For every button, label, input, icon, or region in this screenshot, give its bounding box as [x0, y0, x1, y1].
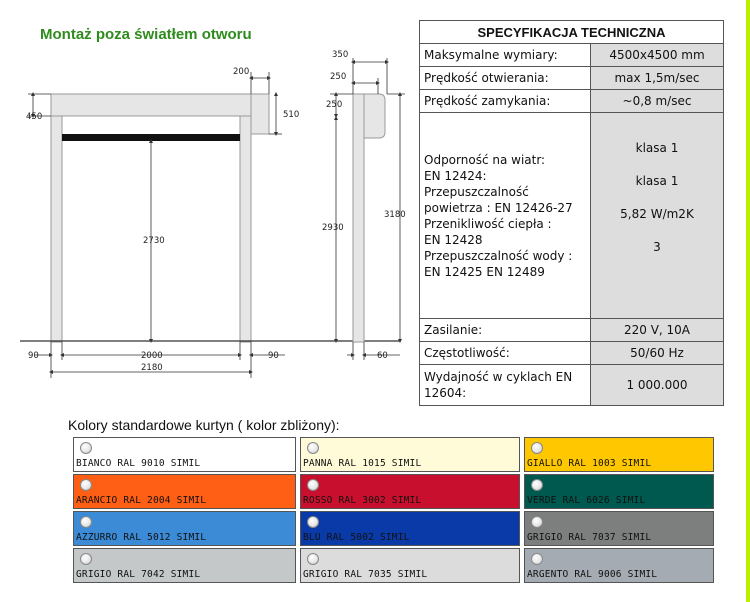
spec-label-frequency: Częstotliwość: [419, 341, 591, 365]
spec-label-closing-speed: Prędkość zamykania: [419, 89, 591, 113]
side-view [352, 93, 386, 343]
spec-label-standards: Odporność na wiatr: EN 12424: Przepuszcz… [419, 112, 591, 319]
dim-2000: 2000 [141, 351, 163, 361]
technical-drawing: 200 450 510 2730 90 2000 90 2180 350 250… [20, 50, 406, 378]
spec-header: SPECYFIKACJA TECHNICZNA [419, 20, 724, 44]
dim-510: 510 [283, 110, 299, 120]
spec-air-class: klasa 1 [635, 174, 679, 188]
front-view [50, 93, 270, 343]
color-name: BIANCO RAL 9010 SIMIL [76, 458, 201, 469]
spec-value-max-dimensions: 4500x4500 mm [590, 43, 724, 67]
color-name: PANNA RAL 1015 SIMIL [303, 458, 422, 469]
spec-table: SPECYFIKACJA TECHNICZNA Maksymalne wymia… [419, 20, 724, 406]
radio-button-icon[interactable] [80, 442, 92, 454]
color-name: GRIGIO RAL 7042 SIMIL [76, 569, 201, 580]
spec-std-line: EN 12428 [424, 232, 483, 247]
spec-label-max-dimensions: Maksymalne wymiary: [419, 43, 591, 67]
spec-value-opening-speed: max 1,5m/sec [590, 66, 724, 90]
color-swatch[interactable]: BLU RAL 5002 SIMIL [300, 511, 520, 546]
dim-350: 350 [332, 50, 348, 60]
color-name: AZZURRO RAL 5012 SIMIL [76, 532, 207, 543]
radio-button-icon[interactable] [80, 479, 92, 491]
color-swatch[interactable]: VERDE RAL 6026 SIMIL [524, 474, 714, 509]
color-swatch[interactable]: GIALLO RAL 1003 SIMIL [524, 437, 714, 472]
spec-value-closing-speed: ~0,8 m/sec [590, 89, 724, 113]
dim-2730: 2730 [143, 236, 165, 246]
spec-std-line: Odporność na wiatr: [424, 152, 546, 167]
dim-200: 200 [233, 67, 249, 77]
front-left-post [50, 115, 63, 343]
radio-button-icon[interactable] [531, 516, 543, 528]
spec-value-cycles: 1 000.000 [590, 364, 724, 406]
dim-2930: 2930 [322, 223, 344, 233]
color-name: GRIGIO RAL 7035 SIMIL [303, 569, 428, 580]
color-name: ARANCIO RAL 2004 SIMIL [76, 495, 207, 506]
color-swatch[interactable]: PANNA RAL 1015 SIMIL [300, 437, 520, 472]
radio-button-icon[interactable] [531, 553, 543, 565]
spec-std-line: powietrza : EN 12426-27 [424, 200, 573, 215]
spec-thermal-value: 5,82 W/m2K [620, 207, 694, 221]
color-name: BLU RAL 5002 SIMIL [303, 532, 410, 543]
spec-water-class: 3 [653, 240, 661, 254]
dim-90-right: 90 [268, 351, 279, 361]
color-swatch[interactable]: GRIGIO RAL 7042 SIMIL [73, 548, 296, 583]
color-swatch[interactable]: GRIGIO RAL 7037 SIMIL [524, 511, 714, 546]
spec-wind-class: klasa 1 [635, 141, 679, 155]
page-title: Montaż poza światłem otworu [40, 26, 252, 43]
spec-std-line: Przepuszczalność [424, 184, 529, 199]
spec-std-line: Przepuszczalność wody : [424, 248, 573, 263]
spec-label-cycles: Wydajność w cyklach EN 12604: [419, 364, 591, 406]
spec-value-standards: klasa 1 klasa 1 5,82 W/m2K 3 [590, 112, 724, 319]
radio-button-icon[interactable] [531, 479, 543, 491]
dim-90-left: 90 [28, 351, 39, 361]
dim-3180: 3180 [384, 210, 406, 220]
spec-std-line: Przenikliwość ciepła : [424, 216, 552, 231]
color-swatch[interactable]: GRIGIO RAL 7035 SIMIL [300, 548, 520, 583]
spec-value-power: 220 V, 10A [590, 318, 724, 342]
dim-450: 450 [26, 112, 42, 122]
color-swatch[interactable]: ARANCIO RAL 2004 SIMIL [73, 474, 296, 509]
color-name: ARGENTO RAL 9006 SIMIL [527, 569, 658, 580]
colors-title: Kolory standardowe kurtyn ( kolor zbliżo… [68, 417, 340, 433]
color-swatch-grid: BIANCO RAL 9010 SIMIL PANNA RAL 1015 SIMI… [73, 437, 714, 583]
front-right-post [239, 115, 252, 343]
color-name: VERDE RAL 6026 SIMIL [527, 495, 646, 506]
color-swatch[interactable]: ARGENTO RAL 9006 SIMIL [524, 548, 714, 583]
spec-std-line: EN 12424: [424, 168, 487, 183]
spec-label-opening-speed: Prędkość otwierania: [419, 66, 591, 90]
radio-button-icon[interactable] [80, 516, 92, 528]
radio-button-icon[interactable] [307, 553, 319, 565]
radio-button-icon[interactable] [307, 516, 319, 528]
page-edge-stripe [746, 0, 750, 602]
dim-60: 60 [377, 351, 388, 361]
radio-button-icon[interactable] [307, 479, 319, 491]
spec-label-power: Zasilanie: [419, 318, 591, 342]
color-swatch[interactable]: AZZURRO RAL 5012 SIMIL [73, 511, 296, 546]
curtain-bottom-bar [62, 134, 240, 141]
front-side-box [250, 93, 270, 135]
radio-button-icon[interactable] [531, 442, 543, 454]
color-swatch[interactable]: BIANCO RAL 9010 SIMIL [73, 437, 296, 472]
dim-2180: 2180 [141, 363, 163, 373]
color-name: GRIGIO RAL 7037 SIMIL [527, 532, 652, 543]
radio-button-icon[interactable] [307, 442, 319, 454]
spec-std-line: EN 12425 EN 12489 [424, 264, 545, 279]
spec-value-frequency: 50/60 Hz [590, 341, 724, 365]
front-top-box [50, 93, 252, 117]
radio-button-icon[interactable] [80, 553, 92, 565]
color-name: ROSSO RAL 3002 SIMIL [303, 495, 422, 506]
color-swatch[interactable]: ROSSO RAL 3002 SIMIL [300, 474, 520, 509]
color-name: GIALLO RAL 1003 SIMIL [527, 458, 652, 469]
dim-250-top: 250 [330, 72, 346, 82]
dim-250-side: 250 [326, 100, 342, 110]
